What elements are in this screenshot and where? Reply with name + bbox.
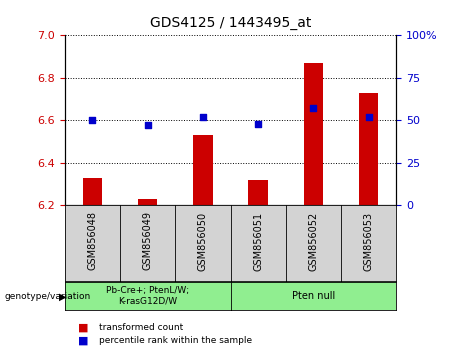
- Text: ■: ■: [78, 322, 89, 332]
- Point: [144, 122, 151, 128]
- Text: GSM856052: GSM856052: [308, 211, 319, 271]
- Text: GSM856050: GSM856050: [198, 211, 208, 270]
- Point: [310, 105, 317, 111]
- Text: transformed count: transformed count: [99, 323, 183, 332]
- Point: [254, 121, 262, 127]
- Bar: [304, 63, 323, 205]
- Text: genotype/variation: genotype/variation: [5, 292, 91, 301]
- Text: GSM856049: GSM856049: [142, 211, 153, 270]
- Bar: [359, 93, 378, 205]
- Bar: [248, 180, 268, 205]
- Text: Pten null: Pten null: [292, 291, 335, 301]
- Bar: [83, 178, 102, 205]
- Text: percentile rank within the sample: percentile rank within the sample: [99, 336, 252, 345]
- Text: ■: ■: [78, 336, 89, 346]
- Text: GSM856051: GSM856051: [253, 211, 263, 270]
- Text: ▶: ▶: [59, 291, 66, 301]
- Point: [199, 114, 207, 120]
- Bar: [193, 135, 213, 205]
- Text: GDS4125 / 1443495_at: GDS4125 / 1443495_at: [150, 16, 311, 30]
- Point: [89, 118, 96, 123]
- Text: GSM856053: GSM856053: [364, 211, 374, 270]
- Point: [365, 114, 372, 120]
- Text: GSM856048: GSM856048: [87, 211, 97, 270]
- Bar: [138, 199, 157, 205]
- Text: Pb-Cre+; PtenL/W;
K-rasG12D/W: Pb-Cre+; PtenL/W; K-rasG12D/W: [106, 286, 189, 306]
